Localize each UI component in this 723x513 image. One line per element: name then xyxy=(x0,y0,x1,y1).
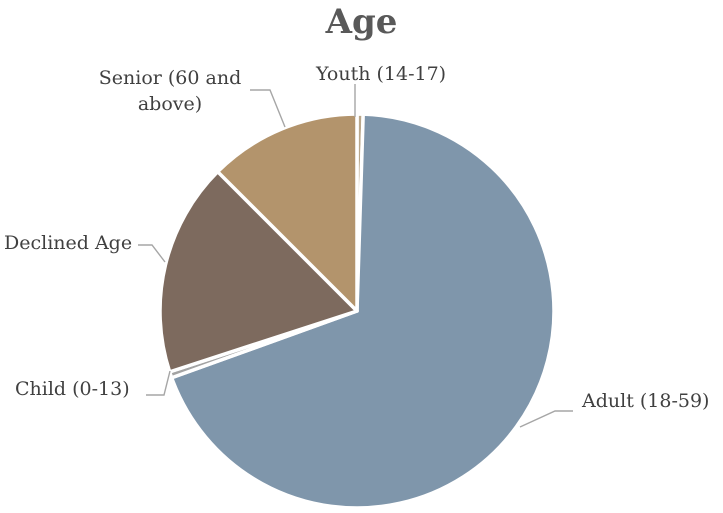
slice-senior xyxy=(215,112,359,313)
leader-line-declined-age xyxy=(138,244,166,263)
slice-label-youth: Youth (14-17) xyxy=(315,63,446,85)
slice-label-child: Child (0-13) xyxy=(15,378,130,400)
slice-label-declined-age: Declined Age xyxy=(4,232,132,254)
slice-declined-age xyxy=(158,169,359,374)
chart-title: Age xyxy=(325,2,398,42)
slice-adult xyxy=(169,112,556,510)
leader-line-child xyxy=(146,370,171,396)
leader-line-adult xyxy=(519,410,573,428)
slice-label-adult: Adult (18-59) xyxy=(581,390,709,412)
leader-line-senior xyxy=(250,89,286,128)
slice-label-senior: Senior (60 and above) xyxy=(99,67,242,115)
